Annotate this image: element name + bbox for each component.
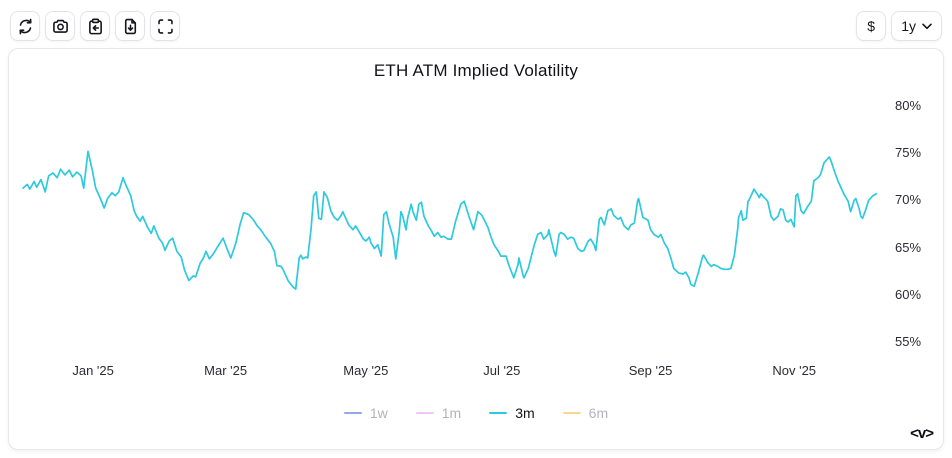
refresh-icon	[18, 18, 32, 34]
chart-card: ETH ATM Implied Volatility 80% 75% 70% 6…	[8, 48, 944, 450]
chevron-down-icon	[922, 22, 932, 29]
currency-toggle-button[interactable]: $	[856, 11, 887, 41]
x-axis-label: Nov '25	[772, 363, 817, 378]
x-axis-label: May '25	[343, 363, 389, 378]
y-axis-label: 70%	[895, 192, 922, 208]
legend-item-1w[interactable]: 1w	[343, 405, 388, 421]
legend-swatch-3m	[489, 412, 508, 414]
refresh-button[interactable]	[10, 11, 40, 41]
screenshot-button[interactable]	[45, 11, 75, 41]
legend-label: 1w	[369, 405, 388, 421]
y-axis-label: 60%	[895, 286, 922, 302]
toolbar: $ 1y	[10, 10, 942, 42]
legend-swatch-1w	[343, 412, 362, 414]
legend-item-3m[interactable]: 3m	[489, 405, 535, 421]
legend-label: 6m	[588, 405, 609, 421]
y-axis-label: 65%	[895, 239, 922, 255]
x-axis-label: Sep '25	[628, 363, 673, 378]
toolbar-right-group: $ 1y	[856, 11, 942, 41]
timeframe-value: 1y	[901, 18, 916, 34]
timeframe-select[interactable]: 1y	[891, 11, 942, 41]
currency-label: $	[867, 18, 876, 34]
legend-label: 1m	[441, 405, 462, 421]
x-axis-label: Mar '25	[204, 363, 248, 378]
y-axis-label: 55%	[895, 334, 922, 349]
chart-legend: 1w 1m 3m 6m	[9, 405, 943, 421]
volatility-line-3m	[22, 150, 878, 290]
legend-item-6m[interactable]: 6m	[562, 405, 609, 421]
file-download-icon	[124, 18, 136, 34]
legend-swatch-1m	[415, 412, 434, 414]
volatility-line-chart[interactable]	[9, 49, 943, 449]
copy-to-clipboard-button[interactable]	[80, 11, 110, 41]
download-data-button[interactable]	[115, 11, 145, 41]
camera-icon	[52, 19, 68, 33]
chart-title: ETH ATM Implied Volatility	[373, 61, 579, 80]
toolbar-left-group	[10, 11, 180, 41]
x-axis-label: Jan '25	[72, 363, 114, 378]
y-axis-label: 80%	[895, 98, 922, 113]
fullscreen-button[interactable]	[150, 11, 180, 41]
fullscreen-icon	[157, 18, 173, 34]
x-axis-label: Jul '25	[483, 363, 521, 378]
velo-logo: <v>	[910, 425, 934, 442]
legend-item-1m[interactable]: 1m	[415, 405, 462, 421]
legend-label: 3m	[515, 405, 535, 421]
clipboard-import-icon	[88, 17, 102, 34]
y-axis-label: 75%	[895, 145, 922, 161]
legend-swatch-6m	[562, 412, 581, 414]
